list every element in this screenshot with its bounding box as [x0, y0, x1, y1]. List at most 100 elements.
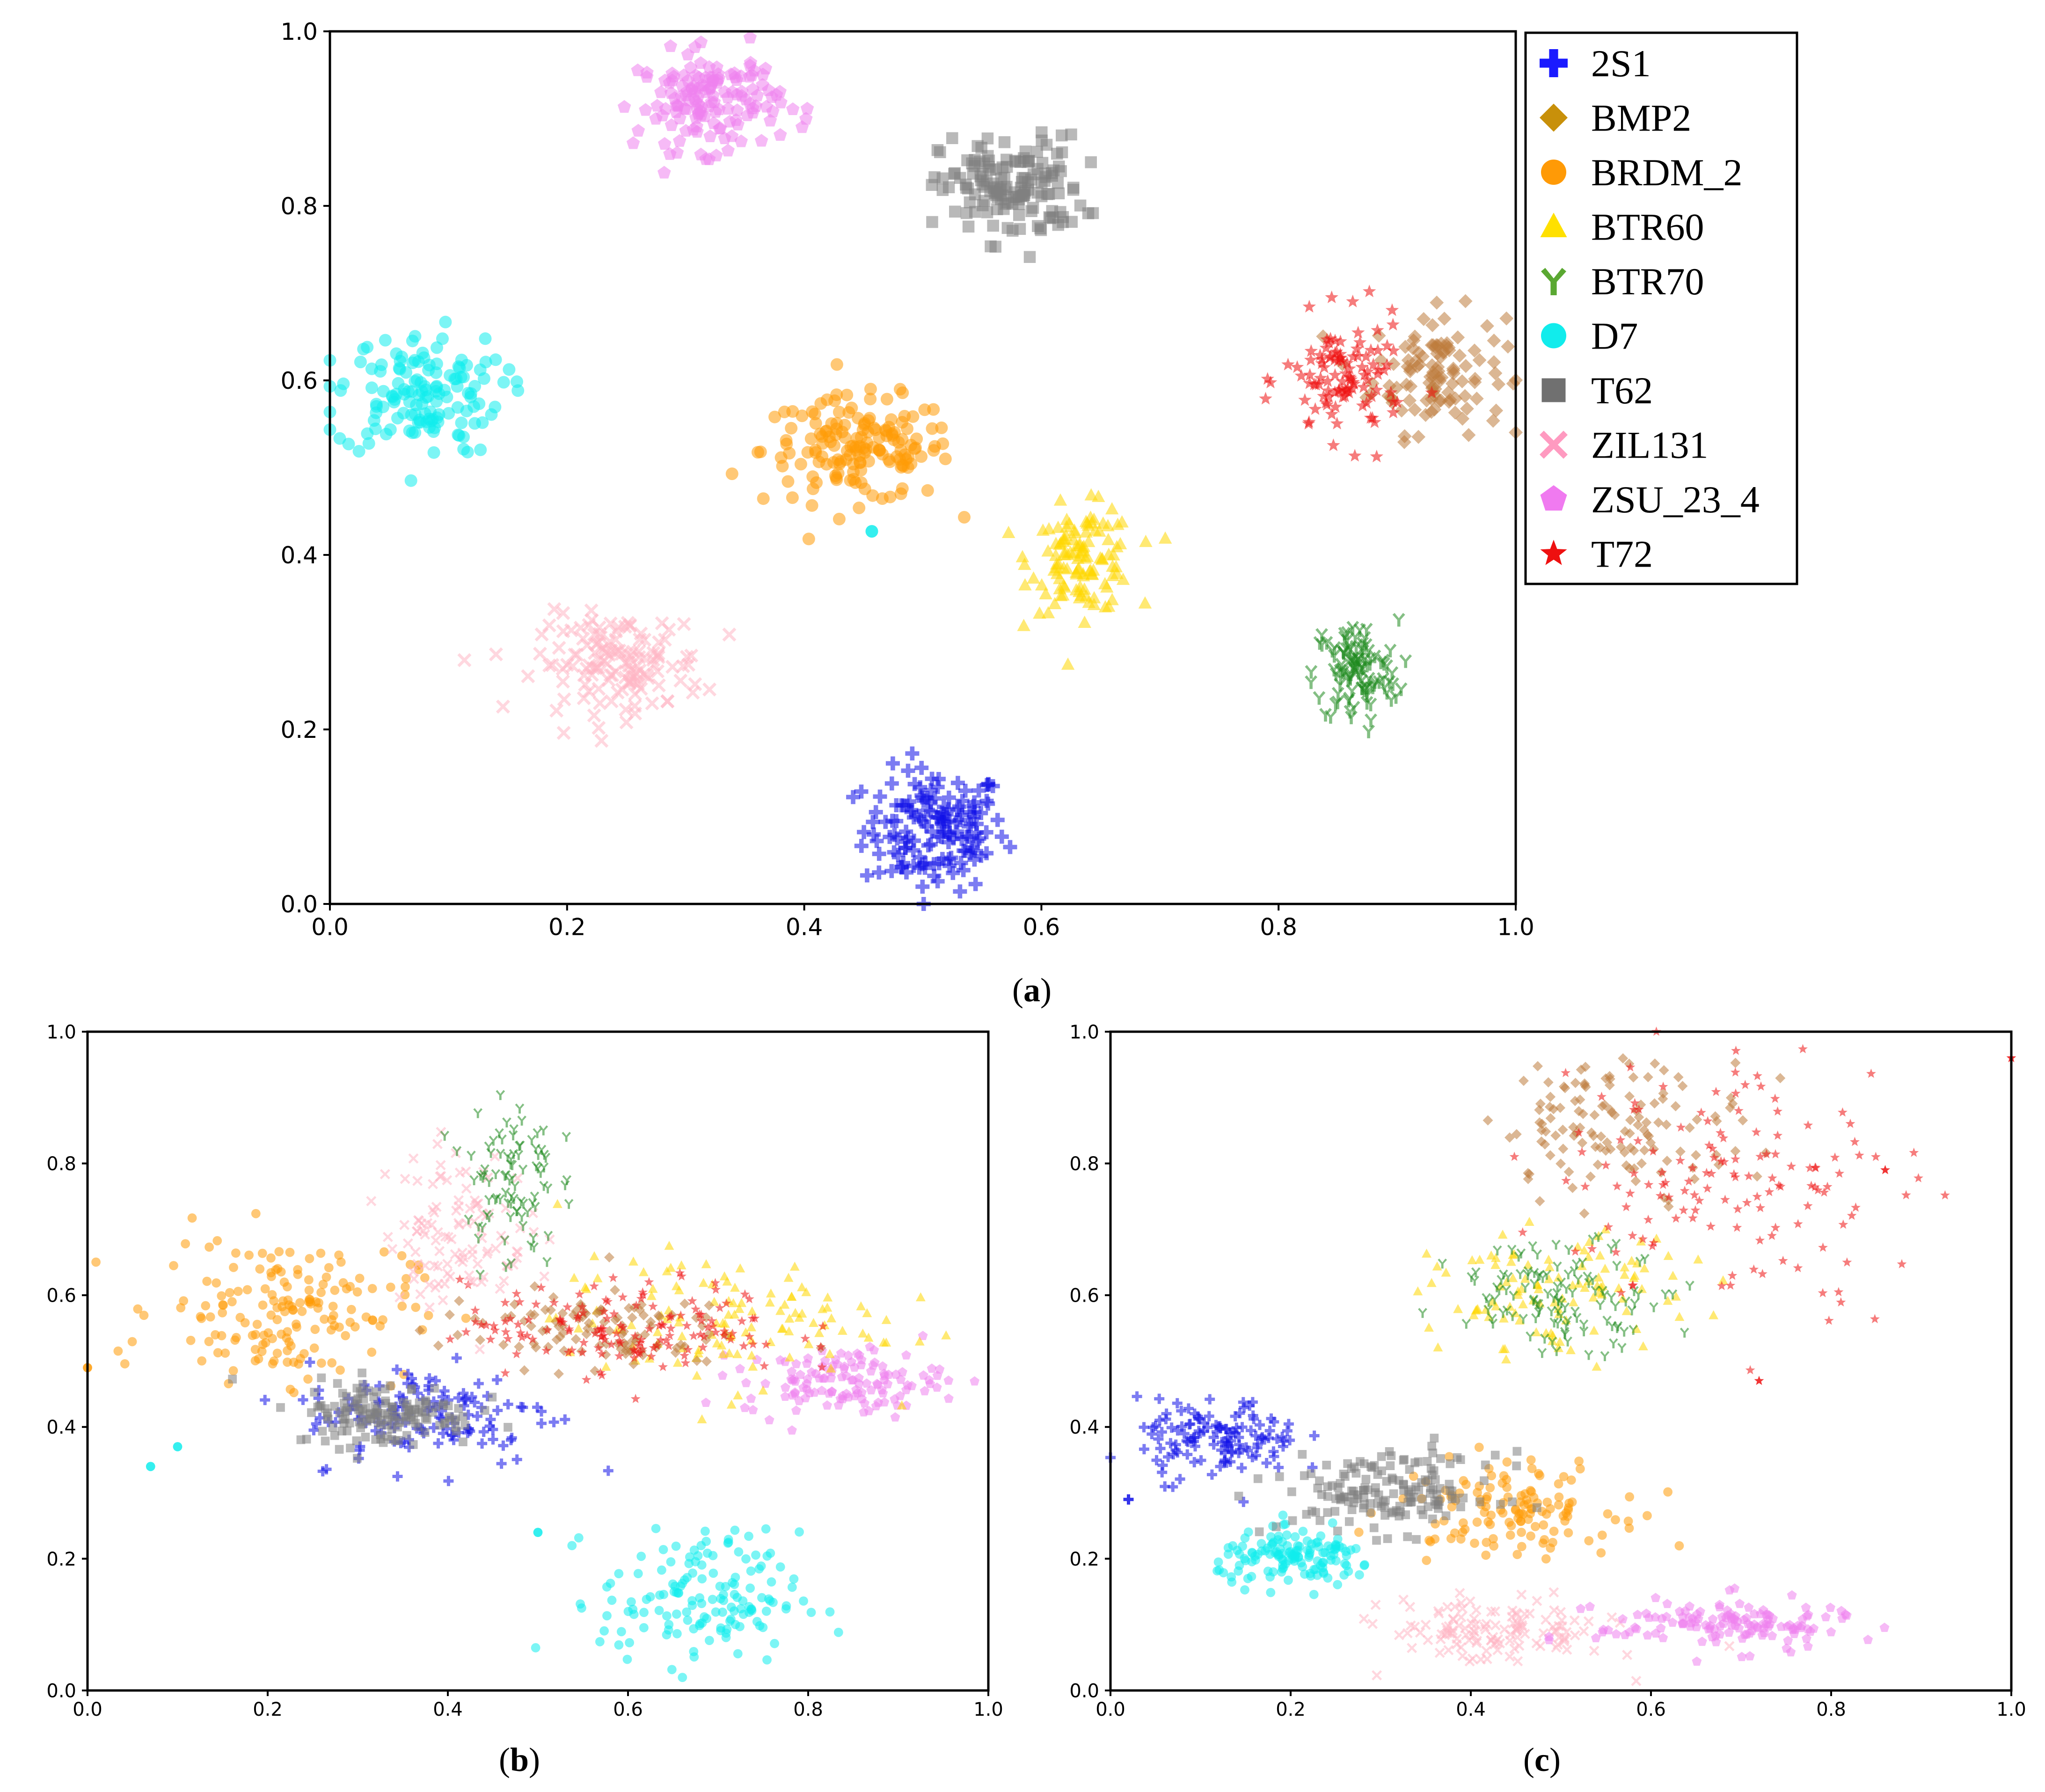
- data-point: [1395, 403, 1409, 418]
- data-point: [826, 1373, 836, 1383]
- data-point: [417, 1407, 426, 1416]
- data-point: [1358, 652, 1371, 666]
- data-point: [1851, 1202, 1861, 1212]
- data-point: [1421, 1475, 1430, 1484]
- data-point: [1720, 1195, 1730, 1204]
- data-point: [1390, 395, 1404, 408]
- data-point: [814, 428, 827, 440]
- data-point: [366, 1409, 375, 1418]
- data-point: [1350, 1462, 1359, 1471]
- data-point: [1534, 1307, 1543, 1317]
- data-point: [1509, 1643, 1520, 1654]
- data-point: [1668, 1289, 1678, 1300]
- data-point: [1563, 1528, 1573, 1537]
- data-point: [1212, 1566, 1222, 1576]
- data-point: [442, 407, 455, 420]
- data-point: [1153, 1434, 1164, 1444]
- data-point: [530, 1191, 540, 1202]
- legend-items: 2S1BMP2BRDM_2BTR60BTR70D7T62ZIL131ZSU_23…: [1540, 42, 1760, 575]
- data-point: [766, 1288, 776, 1298]
- data-point: [242, 1285, 252, 1295]
- data-point: [380, 1384, 390, 1394]
- x-tick-label: 0.2: [253, 1699, 283, 1720]
- data-point: [1172, 1447, 1183, 1458]
- data-point: [394, 1391, 405, 1401]
- data-point: [961, 154, 973, 167]
- data-point: [932, 1370, 942, 1380]
- data-point: [873, 431, 886, 444]
- data-point: [1307, 1539, 1316, 1549]
- data-point: [562, 1302, 573, 1311]
- data-point: [1579, 1208, 1590, 1219]
- data-point: [906, 833, 921, 848]
- data-point: [1464, 1656, 1475, 1667]
- data-point: [365, 381, 378, 394]
- data-point: [1562, 1283, 1571, 1294]
- data-point: [552, 641, 566, 655]
- data-point: [704, 1300, 715, 1311]
- data-point: [990, 163, 1002, 175]
- data-point: [789, 1574, 799, 1584]
- data-point: [1485, 1520, 1495, 1530]
- data-point: [1611, 1515, 1620, 1525]
- data-point: [1628, 1231, 1637, 1240]
- data-point: [420, 415, 433, 429]
- data-point: [496, 1090, 505, 1100]
- data-point: [539, 1271, 550, 1282]
- data-point: [932, 1382, 942, 1392]
- legend-label: BTR60: [1591, 206, 1704, 248]
- data-point: [869, 834, 884, 848]
- data-point: [614, 1336, 624, 1346]
- data-point: [1696, 1107, 1706, 1117]
- data-point: [1451, 330, 1465, 345]
- data-point: [638, 1267, 649, 1276]
- data-point: [260, 1395, 270, 1406]
- data-point: [1424, 338, 1439, 352]
- data-point: [798, 1383, 808, 1392]
- data-point: [890, 1412, 900, 1422]
- data-point: [1247, 1397, 1258, 1407]
- data-point: [1629, 1168, 1639, 1178]
- data-point: [432, 1227, 443, 1238]
- data-point: [560, 1414, 570, 1425]
- data-point: [543, 1183, 553, 1194]
- data-point: [370, 1401, 380, 1411]
- data-point: [442, 1259, 453, 1269]
- data-point: [409, 426, 422, 439]
- series-t72: [445, 1268, 828, 1403]
- data-point: [702, 99, 716, 112]
- data-point: [918, 1370, 928, 1380]
- data-point: [1323, 1508, 1332, 1517]
- data-point: [1552, 1288, 1562, 1298]
- data-point: [527, 1135, 537, 1145]
- y-tick-label: 0.8: [1069, 1153, 1099, 1175]
- data-point: [1234, 1560, 1244, 1570]
- data-point: [333, 432, 346, 445]
- data-point: [205, 1312, 215, 1322]
- data-point: [1685, 1280, 1694, 1291]
- data-point: [1658, 1093, 1668, 1104]
- data-point: [1320, 333, 1334, 346]
- data-point: [735, 1363, 745, 1373]
- data-point: [1405, 1620, 1416, 1631]
- data-point: [705, 1636, 714, 1646]
- data-point: [1524, 1217, 1534, 1226]
- data-point: [863, 1333, 874, 1342]
- data-point: [1607, 1243, 1616, 1254]
- data-point: [1940, 1190, 1950, 1200]
- y-tick-label: 0.4: [280, 542, 318, 569]
- data-point: [547, 602, 562, 616]
- data-point: [936, 437, 949, 450]
- data-point: [474, 1221, 483, 1231]
- data-point: [800, 1333, 811, 1343]
- data-point: [420, 1273, 430, 1282]
- data-point: [1489, 403, 1504, 418]
- data-point: [1508, 1273, 1518, 1282]
- data-point: [394, 1292, 405, 1303]
- data-point: [1360, 1560, 1370, 1570]
- data-point: [1505, 1530, 1515, 1540]
- data-point: [1027, 202, 1039, 214]
- data-point: [970, 817, 984, 831]
- data-point: [515, 1297, 525, 1306]
- data-point: [578, 1308, 588, 1318]
